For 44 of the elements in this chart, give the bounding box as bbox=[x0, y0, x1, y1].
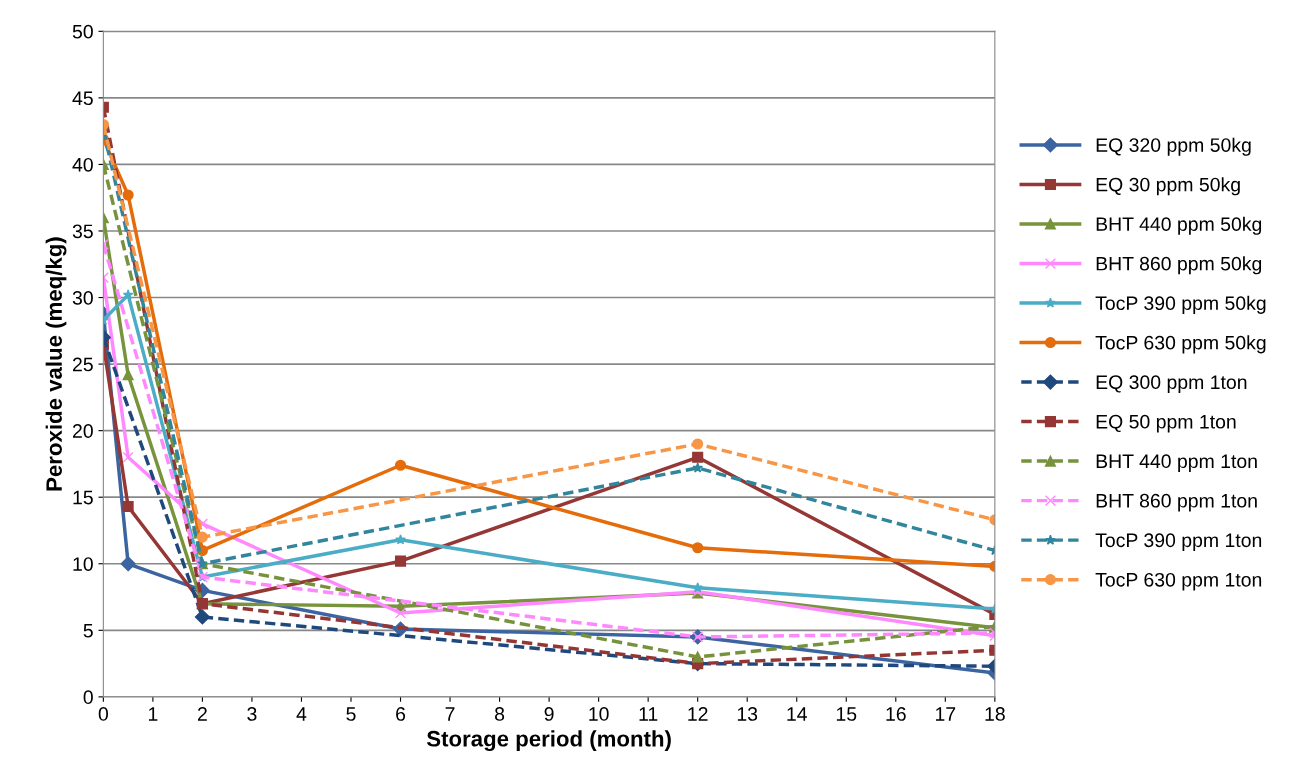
x-tick-label: 15 bbox=[836, 707, 857, 721]
y-tick-label: 0 bbox=[83, 690, 93, 705]
y-tick-label: 5 bbox=[83, 623, 93, 638]
y-tick-label: 25 bbox=[72, 357, 93, 372]
x-tick-label: 3 bbox=[247, 707, 257, 721]
x-tick-label: 14 bbox=[787, 707, 807, 721]
legend-label: EQ 320 ppm 50kg bbox=[1096, 137, 1251, 156]
y-tick-label: 50 bbox=[72, 24, 93, 39]
x-tick-label: 13 bbox=[737, 707, 758, 721]
legend-label: TocP 630 ppm 50kg bbox=[1095, 335, 1266, 354]
legend-label: TocP 390 ppm 50kg bbox=[1095, 295, 1266, 314]
legend-label: EQ 300 ppm 1ton bbox=[1096, 375, 1247, 393]
x-tick-label: 9 bbox=[544, 707, 554, 721]
y-tick-label: 35 bbox=[72, 224, 93, 239]
y-tick-label: 20 bbox=[72, 424, 93, 438]
x-tick-label: 5 bbox=[346, 707, 356, 721]
x-tick-label: 10 bbox=[589, 707, 609, 721]
legend-label: BHT 860 ppm 1ton bbox=[1096, 493, 1257, 512]
legend-label: BHT 440 ppm 1ton bbox=[1096, 454, 1257, 472]
x-tick-label: 0 bbox=[98, 707, 109, 721]
x-axis-title: Storage period (month) bbox=[426, 730, 671, 752]
y-tick-label: 45 bbox=[72, 91, 93, 106]
x-tick-label: 8 bbox=[495, 707, 505, 721]
legend-label: TocP 630 ppm 1ton bbox=[1095, 572, 1262, 591]
y-tick-label: 15 bbox=[73, 490, 93, 505]
x-tick-label: 1 bbox=[148, 707, 158, 721]
y-axis-title: Peroxide value (meq/kg) bbox=[45, 237, 67, 491]
legend-label: EQ 50 ppm 1ton bbox=[1096, 414, 1236, 433]
x-tick-label: 4 bbox=[296, 707, 307, 721]
x-tick-label: 17 bbox=[935, 707, 956, 721]
x-tick-label: 16 bbox=[886, 707, 906, 721]
legend-label: BHT 440 ppm 50kg bbox=[1096, 216, 1262, 235]
legend-label: EQ 30 ppm 50kg bbox=[1096, 177, 1240, 196]
y-tick-label: 10 bbox=[73, 557, 93, 571]
x-tick-label: 7 bbox=[445, 707, 455, 721]
x-tick-label: 6 bbox=[396, 707, 406, 721]
y-tick-label: 40 bbox=[72, 157, 93, 172]
x-tick-label: 2 bbox=[197, 707, 207, 721]
y-tick-label: 30 bbox=[72, 291, 93, 305]
legend-label: TocP 390 ppm 1ton bbox=[1095, 533, 1262, 551]
x-tick-label: 11 bbox=[639, 707, 658, 721]
x-tick-label: 18 bbox=[985, 707, 1005, 721]
x-tick-label: 12 bbox=[688, 707, 708, 721]
legend-label: BHT 860 ppm 50kg bbox=[1096, 256, 1262, 275]
